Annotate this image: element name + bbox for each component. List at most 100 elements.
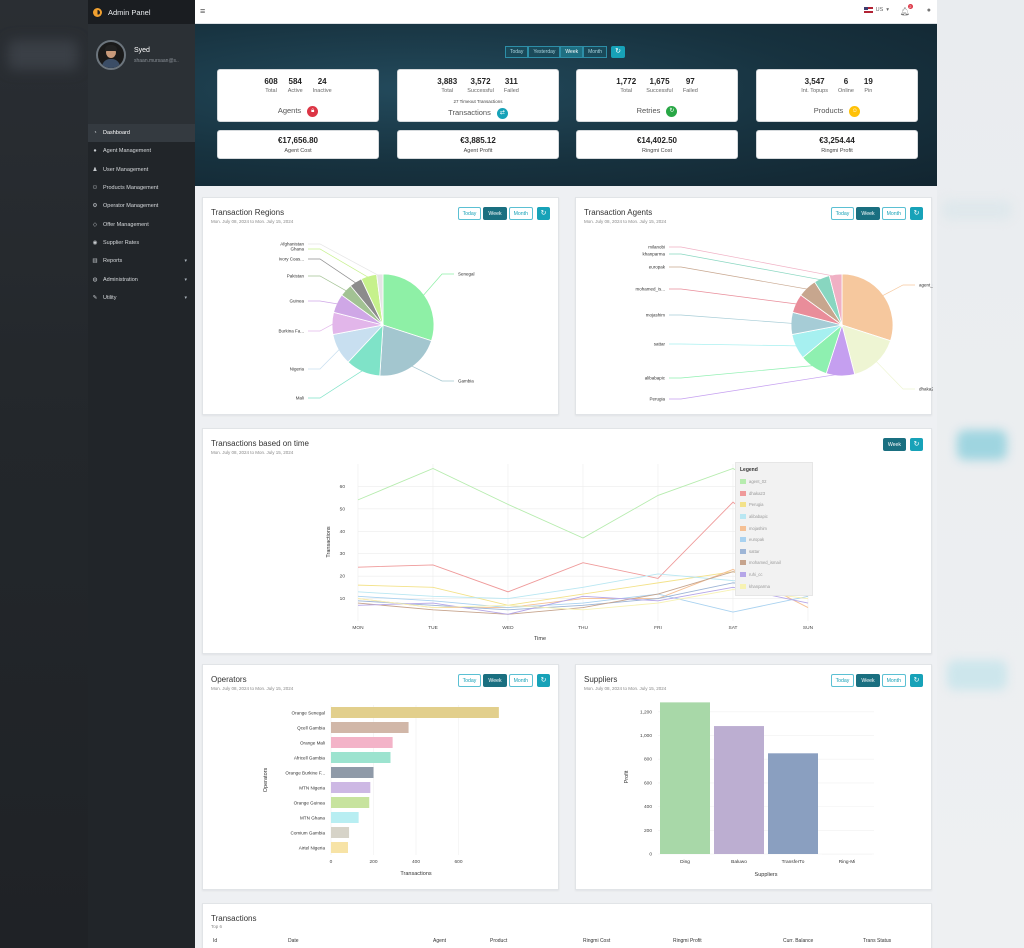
y-tick-label: 20: [340, 574, 346, 580]
range-week-button[interactable]: Week: [483, 207, 507, 220]
brand[interactable]: Admin Panel: [88, 0, 195, 24]
bar[interactable]: [331, 722, 409, 733]
legend-item[interactable]: ruhi_cc: [736, 569, 812, 581]
refresh-icon[interactable]: ↻: [910, 438, 923, 451]
bar[interactable]: [331, 827, 350, 838]
series-line[interactable]: [357, 586, 809, 615]
bar[interactable]: [331, 812, 359, 823]
sidebar-item-offer-management[interactable]: ◇ Offer Management: [88, 215, 195, 233]
bar[interactable]: [331, 737, 393, 748]
menu-toggle-icon[interactable]: ≡: [200, 6, 206, 16]
legend-item[interactable]: europak: [736, 534, 812, 546]
range-week-button[interactable]: Week: [560, 46, 584, 58]
range-week-button[interactable]: Week: [882, 438, 906, 451]
legend-item[interactable]: mojashim: [736, 522, 812, 534]
legend-item[interactable]: sattar: [736, 546, 812, 558]
stat-label: Failed: [682, 88, 698, 94]
column-header[interactable]: Ringmi Cost: [583, 938, 611, 944]
bar[interactable]: [714, 726, 764, 854]
range-month-button[interactable]: Month: [583, 46, 608, 58]
range-today-button[interactable]: Today: [830, 207, 855, 220]
y-tick-label: Africell Gambia: [294, 756, 326, 761]
column-header[interactable]: Id: [213, 938, 218, 944]
sidebar-item-label: Agent Management: [103, 148, 152, 155]
legend-swatch: [740, 514, 746, 520]
bar[interactable]: [331, 752, 391, 763]
transactions-card[interactable]: 3,883 Total 3,572 Successful 311 Failed 27 Tim…: [397, 69, 559, 122]
legend-item[interactable]: Perugia: [736, 499, 812, 511]
stat-item: 1,675 Successful: [646, 77, 673, 94]
series-line[interactable]: [357, 589, 809, 611]
legend-item[interactable]: agent_02: [736, 476, 812, 488]
range-week-button[interactable]: Week: [856, 674, 880, 687]
refresh-icon[interactable]: ↻: [537, 674, 550, 687]
range-week-button[interactable]: Week: [483, 674, 507, 687]
notification-bell-icon[interactable]: 🔔︎ 2: [899, 4, 913, 16]
range-month-button[interactable]: Month: [508, 207, 533, 220]
bar[interactable]: [331, 842, 348, 853]
sidebar-item-products-management[interactable]: ⚇ Products Management: [88, 179, 195, 197]
sidebar-item-utility[interactable]: ✎ Utility ▾: [88, 289, 195, 307]
user-panel[interactable]: Syed shaan.mursaan@s..: [88, 24, 195, 86]
user-menu-icon[interactable]: ●: [926, 7, 931, 14]
column-header[interactable]: Date: [288, 938, 299, 944]
pie-label: Ivory Coas...: [279, 257, 304, 262]
legend-item[interactable]: khanparma: [736, 580, 812, 592]
sidebar-item-supplier-rates[interactable]: ◉ Supplier Rates: [88, 234, 195, 252]
sidebar-item-dashboard[interactable]: ◔ Dashboard: [88, 124, 195, 143]
legend-item[interactable]: dhaka23: [736, 488, 812, 500]
series-line[interactable]: [357, 571, 809, 615]
pie-slice[interactable]: [828, 273, 843, 326]
refresh-icon[interactable]: ↻: [910, 674, 923, 687]
sidebar-item-reports[interactable]: ▥ Reports ▾: [88, 252, 195, 270]
bar[interactable]: [331, 707, 499, 718]
range-month-button[interactable]: Month: [508, 674, 533, 687]
pie-slice[interactable]: [379, 324, 433, 377]
agents-card[interactable]: 608 Total 584 Active 24 Inactive Agents 🔒︎: [217, 69, 379, 122]
products-card[interactable]: 3,547 Int. Topups 6 Online 19 Pin Products ☺: [756, 69, 918, 122]
column-header[interactable]: Trans Status: [863, 938, 892, 944]
language-selector[interactable]: US ▾: [863, 7, 889, 13]
retries-card[interactable]: 1,772 Total 1,675 Successful 97 Failed Retries…: [576, 69, 738, 122]
range-week-button[interactable]: Week: [856, 207, 880, 220]
column-header[interactable]: Agent: [433, 938, 447, 944]
range-today-button[interactable]: Today: [505, 46, 529, 58]
legend-swatch: [740, 583, 746, 589]
column-header[interactable]: Curr. Balance: [783, 938, 814, 944]
range-today-button[interactable]: Today: [457, 207, 482, 220]
column-header[interactable]: Ringmi Profit: [673, 938, 702, 944]
column-header[interactable]: Product: [490, 938, 508, 944]
range-today-button[interactable]: Today: [830, 674, 855, 687]
sidebar-item-agent-management[interactable]: ● Agent Management: [88, 142, 195, 160]
refresh-icon[interactable]: ↻: [910, 207, 923, 220]
series-line[interactable]: [357, 573, 809, 600]
bar[interactable]: [768, 753, 818, 854]
sidebar-item-administration[interactable]: ◍ Administration ▾: [88, 270, 195, 288]
bar[interactable]: [822, 854, 872, 855]
series-line[interactable]: [357, 467, 809, 539]
series-line[interactable]: [357, 501, 809, 593]
y-axis-label: Operators: [263, 768, 269, 793]
bar[interactable]: [331, 767, 374, 778]
y-tick-label: MTN Ghana: [300, 816, 325, 821]
sidebar-item-user-management[interactable]: ♟ User Management: [88, 161, 195, 179]
range-month-button[interactable]: Month: [881, 207, 906, 220]
sidebar-item-operator-management[interactable]: ⚙ Operator Management: [88, 197, 195, 215]
range-yesterday-button[interactable]: Yesterday: [528, 46, 561, 58]
bar[interactable]: [660, 702, 710, 854]
series-line[interactable]: [357, 582, 809, 611]
legend-swatch: [740, 479, 746, 485]
users-icon: ⚇: [92, 185, 98, 192]
refresh-icon[interactable]: ↻: [611, 46, 626, 58]
timeout-note: 27 Timeout Transactions: [453, 99, 503, 104]
range-month-button[interactable]: Month: [881, 674, 906, 687]
legend-item[interactable]: mohamed_ismail: [736, 557, 812, 569]
bar[interactable]: [331, 797, 370, 808]
bar[interactable]: [331, 782, 371, 793]
pie-slice[interactable]: [382, 273, 435, 342]
range-today-button[interactable]: Today: [457, 674, 482, 687]
agent-profit-label: Agent Profit: [463, 148, 493, 154]
refresh-icon[interactable]: ↻: [537, 207, 550, 220]
series-line[interactable]: [357, 593, 809, 613]
legend-item[interactable]: alibabapic: [736, 511, 812, 523]
